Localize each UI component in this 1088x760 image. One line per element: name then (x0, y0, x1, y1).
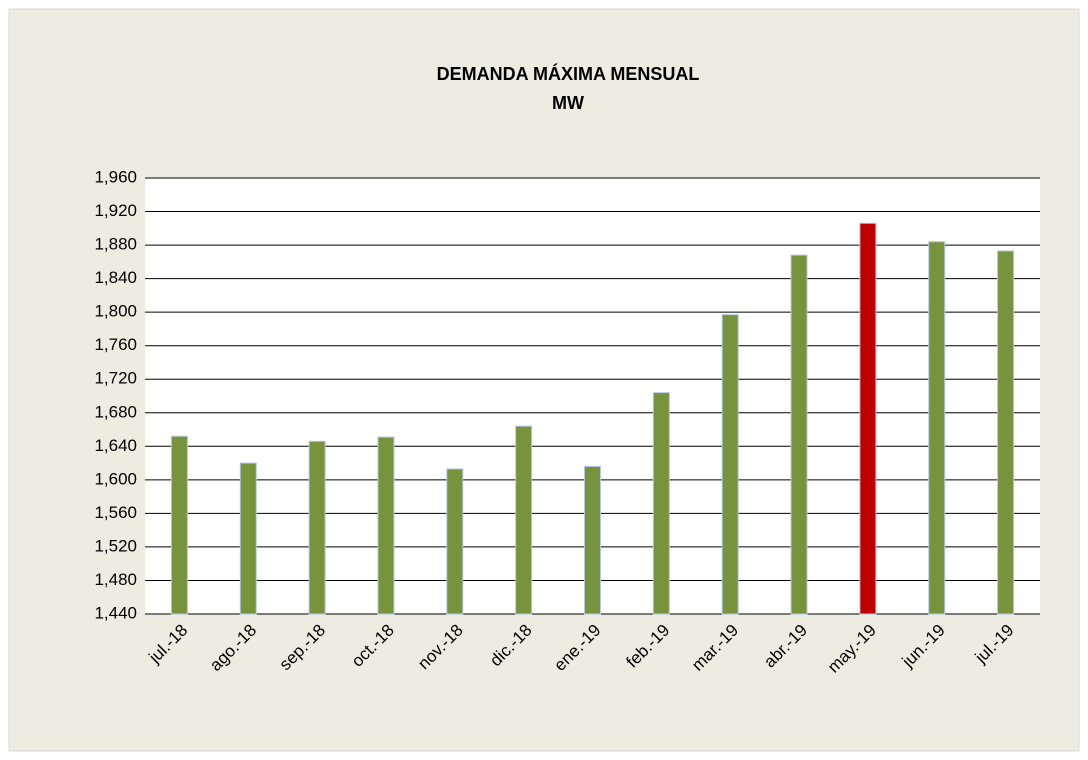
y-tick-label: 1,600 (94, 469, 137, 488)
bar (652, 392, 670, 615)
y-tick-label: 1,560 (94, 503, 137, 522)
bar (928, 241, 946, 615)
bar (377, 436, 395, 615)
y-tick-label: 1,760 (94, 335, 137, 354)
y-tick-label: 1,640 (94, 436, 137, 455)
bar (170, 435, 188, 615)
y-tick-label: 1,920 (94, 201, 137, 220)
bar (584, 465, 601, 615)
y-tick-label: 1,840 (94, 268, 137, 287)
bar (790, 254, 808, 615)
y-tick-label: 1,720 (94, 369, 137, 388)
bar (446, 468, 464, 615)
y-tick-label: 1,880 (94, 235, 137, 254)
y-tick-label: 1,960 (94, 167, 137, 186)
chart-subtitle: MW (552, 93, 584, 113)
bar (721, 314, 739, 615)
y-tick-label: 1,800 (94, 302, 137, 321)
chart-title: DEMANDA MÁXIMA MENSUAL (437, 63, 700, 84)
bar (308, 440, 326, 615)
y-tick-label: 1,440 (94, 603, 137, 622)
y-tick-label: 1,680 (94, 402, 137, 421)
y-tick-label: 1,520 (94, 536, 137, 555)
y-tick-label: 1,480 (94, 570, 137, 589)
bar (997, 250, 1015, 615)
bar (515, 425, 533, 615)
bar (239, 462, 257, 615)
bar (859, 222, 877, 615)
